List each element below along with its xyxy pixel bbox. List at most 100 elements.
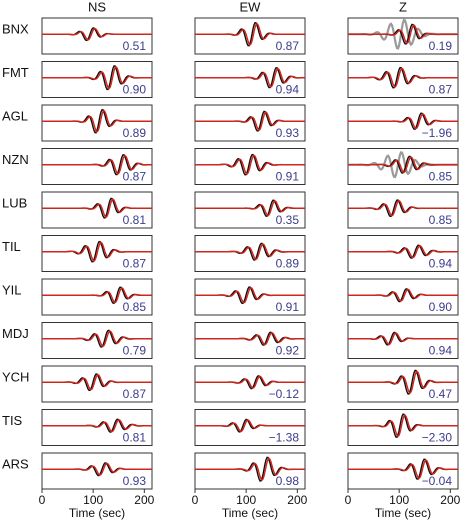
panel-frame bbox=[347, 452, 459, 490]
waveform-synthetic bbox=[42, 154, 152, 175]
panel-frame bbox=[41, 365, 153, 403]
correlation-value: −1.38 bbox=[269, 431, 300, 445]
waveform-synthetic bbox=[42, 241, 152, 262]
correlation-value: 0.93 bbox=[123, 474, 147, 488]
x-tick-label: 0 bbox=[39, 493, 46, 507]
correlation-value: 0.81 bbox=[123, 213, 147, 227]
waveform-synthetic bbox=[42, 330, 152, 348]
panel-frame bbox=[347, 365, 459, 403]
panel-frame bbox=[41, 322, 153, 359]
panel-frame bbox=[194, 278, 306, 316]
station-label: NZN bbox=[2, 152, 29, 167]
correlation-value: 0.47 bbox=[429, 387, 453, 401]
correlation-value: 0.91 bbox=[276, 170, 300, 184]
panel-frame bbox=[347, 191, 459, 229]
panel-frame bbox=[347, 17, 459, 55]
waveform-synthetic bbox=[348, 414, 458, 438]
panel-frame bbox=[347, 61, 459, 98]
correlation-value: 0.51 bbox=[123, 39, 147, 53]
correlation-value: 0.87 bbox=[429, 83, 453, 97]
correlation-value: −0.12 bbox=[269, 387, 300, 401]
x-axis-label: Time (sec) bbox=[375, 506, 431, 520]
x-tick-label: 0 bbox=[345, 493, 352, 507]
waveform-synthetic bbox=[195, 67, 305, 88]
waveform-synthetic bbox=[348, 113, 458, 130]
panel-frame bbox=[41, 235, 153, 272]
waveform-synthetic bbox=[42, 198, 152, 219]
correlation-value: −2.30 bbox=[422, 431, 453, 445]
x-tick-label: 200 bbox=[134, 493, 154, 507]
panel-frame bbox=[194, 235, 306, 272]
panel-frame bbox=[194, 409, 306, 446]
correlation-value: 0.87 bbox=[123, 257, 147, 271]
x-tick-label: 100 bbox=[389, 493, 409, 507]
station-label: TIL bbox=[2, 239, 21, 254]
waveform-synthetic bbox=[348, 370, 458, 394]
station-label: AGL bbox=[2, 108, 28, 123]
x-tick-label: 100 bbox=[236, 493, 256, 507]
station-label: YCH bbox=[2, 369, 29, 384]
panel-frame bbox=[41, 409, 153, 446]
correlation-value: 0.89 bbox=[123, 126, 147, 140]
correlation-value: 0.94 bbox=[429, 344, 453, 358]
waveform-synthetic bbox=[348, 459, 458, 480]
correlation-value: 0.98 bbox=[276, 474, 300, 488]
panel-frame bbox=[347, 104, 459, 142]
panel-frame bbox=[347, 278, 459, 316]
panel-frame bbox=[194, 61, 306, 98]
correlation-value: 0.85 bbox=[429, 170, 453, 184]
waveform-synthetic bbox=[348, 288, 458, 302]
panel-frame bbox=[41, 61, 153, 98]
waveform-synthetic bbox=[42, 109, 152, 133]
panel-frame bbox=[41, 278, 153, 316]
panel-frame bbox=[194, 191, 306, 229]
waveform-synthetic bbox=[348, 24, 458, 45]
waveform-synthetic bbox=[195, 22, 305, 46]
correlation-value: 0.79 bbox=[123, 344, 147, 358]
waveform-synthetic bbox=[195, 375, 305, 389]
correlation-value: 0.90 bbox=[123, 83, 147, 97]
waveform-synthetic bbox=[195, 332, 305, 346]
waveform-synthetic bbox=[195, 457, 305, 481]
waveform-synthetic bbox=[348, 156, 458, 174]
station-label: BNX bbox=[2, 21, 29, 36]
waveform-synthetic bbox=[195, 243, 305, 261]
station-label: FMT bbox=[2, 65, 29, 80]
panel-frame bbox=[41, 452, 153, 490]
correlation-value: 0.89 bbox=[276, 257, 300, 271]
correlation-value: 0.87 bbox=[123, 387, 147, 401]
waveform-synthetic bbox=[42, 27, 152, 41]
correlation-value: 0.81 bbox=[123, 431, 147, 445]
waveform-synthetic bbox=[348, 199, 458, 217]
column-header: NS bbox=[88, 0, 106, 14]
x-tick-label: 100 bbox=[83, 493, 103, 507]
x-tick-label: 200 bbox=[440, 493, 460, 507]
station-label: LUB bbox=[2, 195, 27, 210]
x-axis-label: Time (sec) bbox=[222, 506, 278, 520]
column-header: Z bbox=[399, 0, 407, 14]
waveform-synthetic bbox=[42, 462, 152, 476]
correlation-value: 0.85 bbox=[429, 213, 453, 227]
waveform-synthetic bbox=[348, 332, 458, 346]
correlation-value: 0.94 bbox=[429, 257, 453, 271]
panel-frame bbox=[41, 17, 153, 55]
correlation-value: 0.87 bbox=[123, 170, 147, 184]
waveform-synthetic bbox=[195, 111, 305, 132]
waveform-synthetic bbox=[348, 67, 458, 88]
waveform-synthetic bbox=[195, 286, 305, 304]
correlation-value: 0.87 bbox=[276, 39, 300, 53]
panel-frame bbox=[194, 452, 306, 490]
waveform-synthetic bbox=[42, 65, 152, 90]
station-label: TIS bbox=[2, 413, 23, 428]
panel-frame bbox=[194, 365, 306, 403]
waveform-synthetic bbox=[42, 287, 152, 304]
waveform-synthetic bbox=[195, 419, 305, 433]
panel-frame bbox=[194, 17, 306, 55]
column-header: EW bbox=[240, 0, 262, 14]
correlation-value: 0.92 bbox=[276, 344, 300, 358]
panel-frame bbox=[347, 148, 459, 185]
waveform-synthetic bbox=[348, 245, 458, 259]
station-label: ARS bbox=[2, 456, 29, 471]
panel-frame bbox=[194, 104, 306, 142]
